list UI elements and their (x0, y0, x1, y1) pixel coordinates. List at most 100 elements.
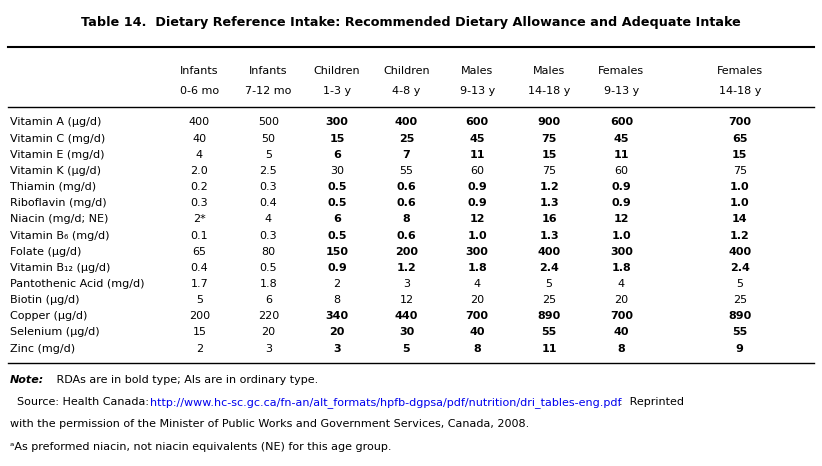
Text: 9-13 y: 9-13 y (604, 86, 639, 96)
Text: 60: 60 (614, 166, 629, 176)
Text: 1.3: 1.3 (539, 231, 559, 240)
Text: 40: 40 (192, 134, 206, 144)
Text: 8: 8 (617, 343, 626, 354)
Text: 0.5: 0.5 (260, 263, 277, 273)
Text: 25: 25 (399, 134, 414, 144)
Text: 0.4: 0.4 (191, 263, 208, 273)
Text: 890: 890 (538, 311, 561, 321)
Text: 14-18 y: 14-18 y (528, 86, 570, 96)
Text: 40: 40 (469, 328, 485, 337)
Text: 11: 11 (542, 343, 556, 354)
Text: 75: 75 (542, 134, 556, 144)
Text: 8: 8 (403, 214, 410, 224)
Text: 11: 11 (614, 150, 629, 160)
Text: 5: 5 (265, 150, 272, 160)
Text: 2: 2 (196, 343, 203, 354)
Text: 75: 75 (542, 166, 556, 176)
Text: 2.4: 2.4 (539, 263, 559, 273)
Text: 40: 40 (614, 328, 629, 337)
Text: Source: Health Canada:: Source: Health Canada: (10, 397, 152, 407)
Text: 4: 4 (265, 214, 272, 224)
Text: 55: 55 (399, 166, 413, 176)
Text: 12: 12 (614, 214, 629, 224)
Text: 75: 75 (732, 166, 747, 176)
Text: 50: 50 (261, 134, 275, 144)
Text: 1.7: 1.7 (191, 279, 208, 289)
Text: 700: 700 (466, 311, 488, 321)
Text: 7-12 mo: 7-12 mo (245, 86, 292, 96)
Text: 300: 300 (326, 117, 349, 127)
Text: 200: 200 (395, 247, 418, 257)
Text: 1-3 y: 1-3 y (323, 86, 351, 96)
Text: 1.0: 1.0 (730, 182, 750, 192)
Text: 30: 30 (399, 328, 414, 337)
Text: Niacin (mg/d; NE): Niacin (mg/d; NE) (10, 214, 109, 224)
Text: 2.0: 2.0 (191, 166, 208, 176)
Text: 1.8: 1.8 (612, 263, 631, 273)
Text: Zinc (mg/d): Zinc (mg/d) (10, 343, 75, 354)
Text: 80: 80 (261, 247, 275, 257)
Text: Vitamin B₁₂ (μg/d): Vitamin B₁₂ (μg/d) (10, 263, 110, 273)
Text: Biotin (μg/d): Biotin (μg/d) (10, 295, 80, 305)
Text: 20: 20 (261, 328, 275, 337)
Text: 20: 20 (330, 328, 344, 337)
Text: 9-13 y: 9-13 y (459, 86, 495, 96)
Text: 1.8: 1.8 (260, 279, 277, 289)
Text: 16: 16 (541, 214, 557, 224)
Text: 340: 340 (326, 311, 349, 321)
Text: Children: Children (383, 66, 430, 76)
Text: 14-18 y: 14-18 y (718, 86, 761, 96)
Text: 0.9: 0.9 (327, 263, 347, 273)
Text: 1.0: 1.0 (468, 231, 487, 240)
Text: .  Reprinted: . Reprinted (619, 397, 684, 407)
Text: 700: 700 (728, 117, 751, 127)
Text: 3: 3 (265, 343, 272, 354)
Text: 15: 15 (542, 150, 556, 160)
Text: 4: 4 (196, 150, 203, 160)
Text: 0.3: 0.3 (191, 198, 208, 208)
Text: 4: 4 (618, 279, 625, 289)
Text: 400: 400 (189, 117, 210, 127)
Text: 2*: 2* (193, 214, 206, 224)
Text: Pantothenic Acid (mg/d): Pantothenic Acid (mg/d) (10, 279, 145, 289)
Text: http://www.hc-sc.gc.ca/fn-an/alt_formats/hpfb-dgpsa/pdf/nutrition/dri_tables-eng: http://www.hc-sc.gc.ca/fn-an/alt_formats… (150, 397, 621, 408)
Text: 1.2: 1.2 (539, 182, 559, 192)
Text: 400: 400 (538, 247, 561, 257)
Text: 600: 600 (610, 117, 633, 127)
Text: 0.5: 0.5 (327, 198, 347, 208)
Text: 5: 5 (546, 279, 552, 289)
Text: 700: 700 (610, 311, 633, 321)
Text: 0-6 mo: 0-6 mo (180, 86, 219, 96)
Text: 55: 55 (542, 328, 556, 337)
Text: 25: 25 (732, 295, 747, 305)
Text: Riboflavin (mg/d): Riboflavin (mg/d) (10, 198, 107, 208)
Text: 0.1: 0.1 (191, 231, 208, 240)
Text: 400: 400 (728, 247, 751, 257)
Text: 30: 30 (330, 166, 344, 176)
Text: 45: 45 (614, 134, 629, 144)
Text: Infants: Infants (180, 66, 219, 76)
Text: Table 14.  Dietary Reference Intake: Recommended Dietary Allowance and Adequate : Table 14. Dietary Reference Intake: Reco… (81, 16, 741, 29)
Text: 14: 14 (732, 214, 748, 224)
Text: 0.6: 0.6 (396, 231, 417, 240)
Text: 0.9: 0.9 (612, 182, 631, 192)
Text: 15: 15 (732, 150, 747, 160)
Text: Vitamin B₆ (mg/d): Vitamin B₆ (mg/d) (10, 231, 109, 240)
Text: 0.5: 0.5 (327, 182, 347, 192)
Text: 600: 600 (465, 117, 489, 127)
Text: 15: 15 (192, 328, 206, 337)
Text: 1.3: 1.3 (539, 198, 559, 208)
Text: Children: Children (314, 66, 360, 76)
Text: 15: 15 (330, 134, 344, 144)
Text: 9: 9 (736, 343, 744, 354)
Text: Note:: Note: (10, 375, 44, 385)
Text: 400: 400 (395, 117, 418, 127)
Text: Thiamin (mg/d): Thiamin (mg/d) (10, 182, 96, 192)
Text: 4: 4 (473, 279, 481, 289)
Text: ᵃAs preformed niacin, not niacin equivalents (NE) for this age group.: ᵃAs preformed niacin, not niacin equival… (10, 442, 391, 452)
Text: 8: 8 (334, 295, 340, 305)
Text: 0.4: 0.4 (260, 198, 277, 208)
Text: Males: Males (461, 66, 493, 76)
Text: 11: 11 (469, 150, 485, 160)
Text: 4-8 y: 4-8 y (392, 86, 421, 96)
